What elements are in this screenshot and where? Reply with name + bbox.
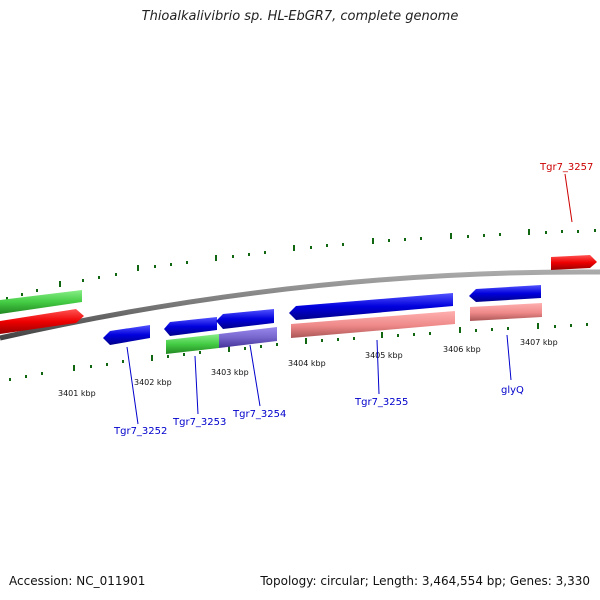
gene-label-glyq: glyQ [501, 385, 524, 396]
map-title: Thioalkalivibrio sp. HL-EbGR7, complete … [141, 9, 459, 24]
genome-backbone [0, 269, 600, 341]
gene-feature-glyq [469, 285, 541, 302]
gene-label-tgr7-3252: Tgr7_3252 [113, 426, 167, 437]
scale-label: 3401 kbp [58, 389, 96, 398]
scale-label: 3405 kbp [365, 351, 403, 360]
gene-label-tgr7-3254: Tgr7_3254 [232, 409, 286, 420]
pseudo-gene-feature-glyq [470, 303, 542, 321]
pseudo-gene-feature-tgr7-3255 [291, 311, 455, 338]
leader-line [564, 173, 573, 223]
inner-tick-track [9, 323, 588, 381]
leader-line [194, 355, 199, 415]
leader-line [376, 339, 380, 395]
outer-tick-track [6, 229, 596, 300]
rna-gene-feature [0, 290, 82, 314]
scale-label: 3406 kbp [443, 345, 481, 354]
leader-line [506, 334, 512, 381]
gene-feature-tgr7-3254 [216, 309, 274, 329]
gene-label-tgr7-3253: Tgr7_3253 [172, 417, 226, 428]
genome-summary-text: Topology: circular; Length: 3,464,554 bp… [260, 574, 590, 588]
leader-line [126, 346, 139, 425]
scale-label: 3407 kbp [520, 338, 558, 347]
forward-gene-feature-tgr7-3257 [551, 255, 597, 270]
scale-label: 3403 kbp [211, 368, 249, 377]
accession-text: Accession: NC_011901 [9, 574, 146, 588]
scale-label: 3404 kbp [288, 359, 326, 368]
gene-feature-tgr7-3252 [103, 325, 150, 345]
gene-label-tgr7-3257: Tgr7_3257 [539, 162, 593, 173]
scale-label: 3402 kbp [134, 378, 172, 387]
forward-gene-feature [0, 309, 84, 334]
rna-gene-feature-tgr7-3253 [166, 334, 219, 354]
scale-labels: 3401 kbp 3402 kbp 3403 kbp 3404 kbp 3405… [58, 338, 558, 398]
gene-feature-tgr7-3253 [164, 317, 217, 336]
gene-label-tgr7-3255: Tgr7_3255 [354, 397, 408, 408]
purple-gene-feature-tgr7-3254 [219, 327, 277, 348]
leader-line [249, 344, 261, 407]
gene-feature-tgr7-3255 [289, 293, 453, 320]
